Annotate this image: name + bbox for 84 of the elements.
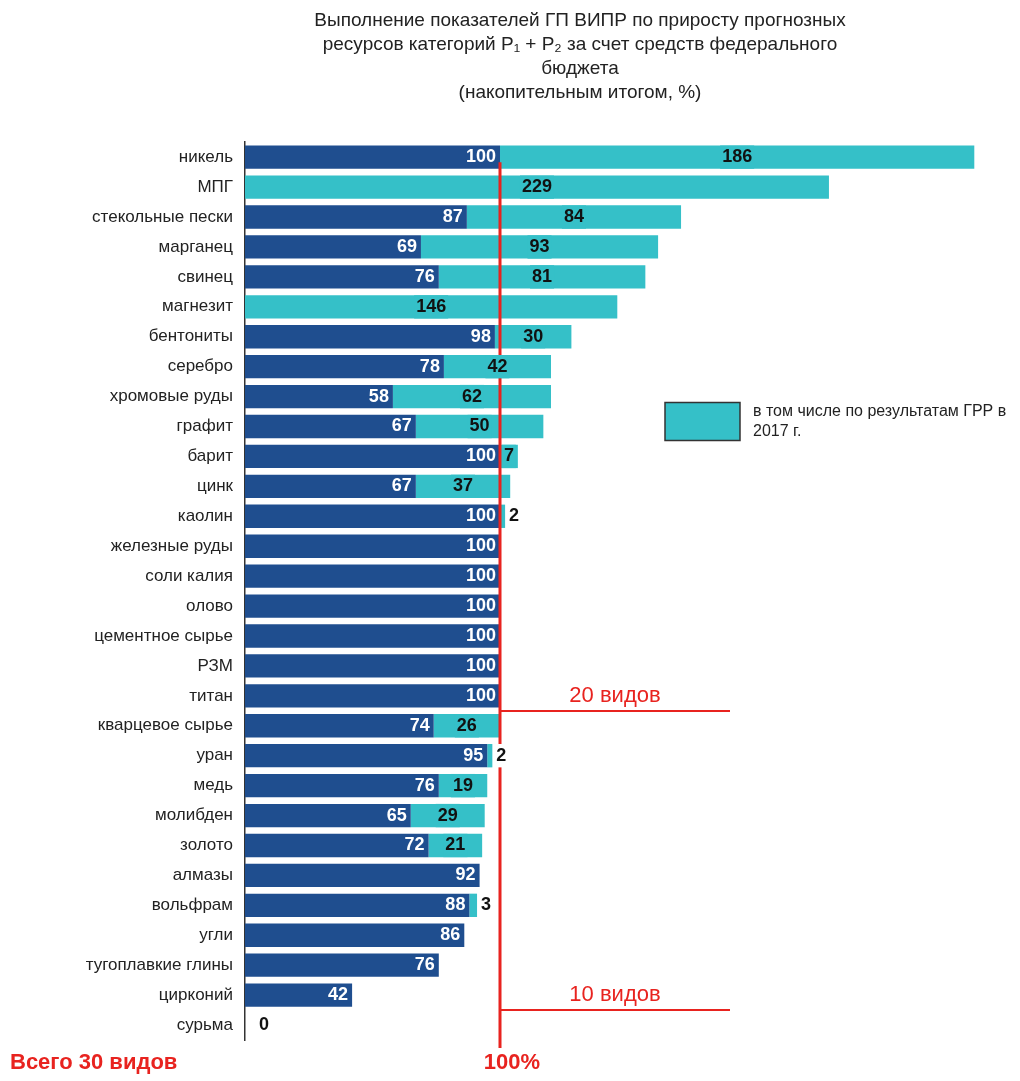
data-label: 2 [496,744,507,765]
data-label: 0 [259,1014,270,1035]
y-tick-label: стекольные пески [92,206,233,226]
legend-label: в том числе по результатам ГРР в 2017 г. [753,401,1007,439]
annotation: 10 видов [569,981,661,1007]
y-tick-label: сурьма [176,1014,234,1034]
chart-subtitle: (накопительным итогом, %) [457,80,703,104]
data-label: 229 [521,176,552,197]
y-tick-label: золото [180,835,233,855]
data-label: 100 [465,146,496,167]
data-label: 76 [414,774,435,795]
data-label: 146 [416,295,447,316]
y-tick-label: каолин [177,505,233,525]
data-label: 62 [461,385,482,406]
y-tick-label: медь [193,775,234,795]
ref-line-label: 100% [483,1049,541,1075]
data-label: 100 [465,654,496,675]
y-tick-label: олово [186,595,233,615]
y-tick-label: железные руды [110,535,233,555]
data-label: 74 [409,714,430,735]
data-label: 3 [481,894,492,915]
chart-title: Выполнение показателей ГП ВИПР по приросту прогнозных ресурсов категорий P₁ + P₂ за счет средств федерального бюджета [313,8,847,80]
data-label: 92 [455,864,476,885]
y-tick-label: МПГ [197,176,233,196]
y-tick-label: марганец [158,236,234,256]
data-label: 186 [722,146,753,167]
data-label: 67 [391,415,412,436]
data-label: 95 [463,744,484,765]
data-label: 2 [509,505,520,526]
y-tick-label: барит [187,446,234,466]
data-label: 58 [368,385,389,406]
y-tick-label: никель [178,146,234,166]
y-tick-label: хромовые руды [109,386,233,406]
data-label: 42 [328,984,349,1005]
data-label: 100 [465,595,496,616]
data-label: 100 [465,624,496,645]
data-label: 76 [414,265,435,286]
data-label: 21 [445,834,466,855]
data-label: 67 [391,475,412,496]
y-tick-label: свинец [177,266,234,286]
y-tick-label: графит [176,416,234,436]
data-label: 72 [404,834,425,855]
y-tick-label: цирконий [158,984,233,1004]
y-tick-label: тугоплавкие глины [85,954,233,974]
y-tick-label: кварцевое сырье [97,715,233,735]
data-label: 30 [523,325,544,346]
data-label: 100 [465,445,496,466]
data-label: 50 [469,415,490,436]
data-label: 78 [419,355,440,376]
y-tick-label: цементное сырье [94,625,233,645]
y-tick-label: алмазы [172,865,233,885]
data-label: 42 [487,355,508,376]
y-tick-label: цинк [196,476,234,496]
y-tick-label: молибден [155,805,233,825]
text: Всего 30 видов [10,1049,178,1075]
data-label: 84 [563,205,584,226]
y-tick-label: угли [199,924,233,944]
data-label: 87 [442,205,463,226]
data-label: 29 [437,804,458,825]
data-label: 86 [440,924,461,945]
data-label: 19 [453,774,474,795]
data-label: 100 [465,565,496,586]
data-label: 93 [529,235,550,256]
y-tick-label: бентониты [148,326,233,346]
data-label: 37 [453,475,474,496]
data-label: 65 [386,804,407,825]
data-label: 81 [532,265,553,286]
data-label: 76 [414,954,435,975]
data-label: 69 [396,235,417,256]
data-label: 26 [456,714,477,735]
data-label: 88 [445,894,466,915]
data-label: 98 [470,325,491,346]
y-tick-label: титан [189,685,233,705]
y-tick-label: вольфрам [151,895,233,915]
y-tick-label: соли калия [145,565,233,585]
data-label: 7 [503,445,514,466]
y-tick-label: магнезит [162,296,234,316]
annotation: 20 видов [569,681,661,707]
data-label: 100 [465,684,496,705]
y-tick-label: серебро [167,356,233,376]
data-label: 100 [465,535,496,556]
y-tick-label: РЗМ [197,655,233,675]
data-label: 100 [465,505,496,526]
y-tick-label: уран [196,745,233,765]
